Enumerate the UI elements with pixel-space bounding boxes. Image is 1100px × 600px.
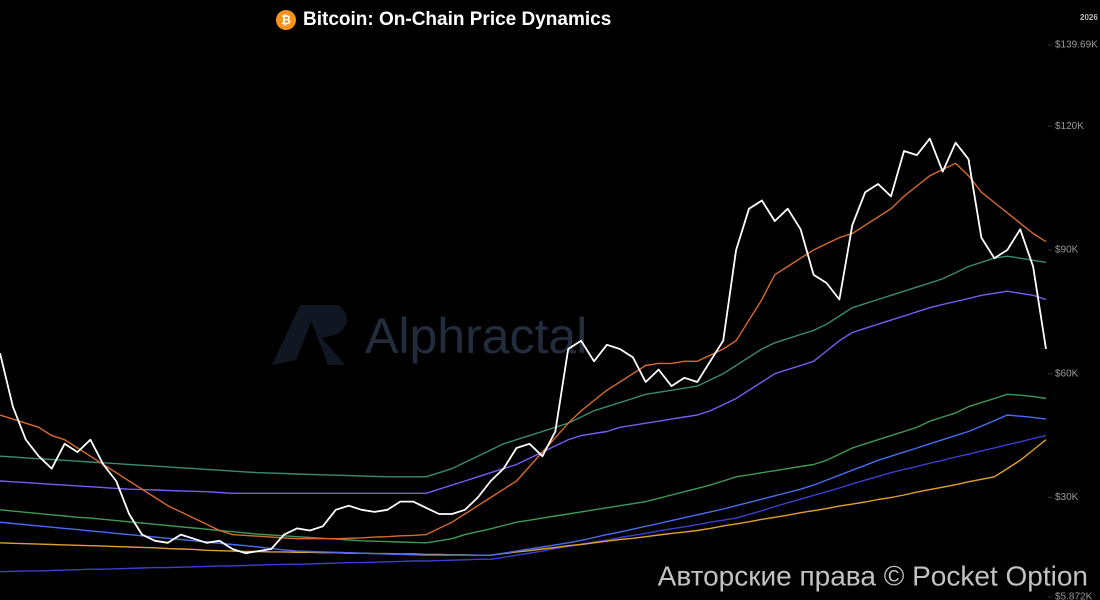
- series-line: [0, 137, 1047, 555]
- y-tick-label: $60K: [1055, 368, 1079, 379]
- y-tick-label: $5.872K: [1055, 592, 1093, 600]
- y-tick-label: $90K: [1055, 245, 1079, 256]
- series-line: [0, 162, 1047, 540]
- watermark: Alphractal: [365, 308, 587, 364]
- chart-title: Bitcoin: On-Chain Price Dynamics: [303, 9, 611, 30]
- series-line: [0, 255, 1047, 478]
- y-tick-label: $30K: [1055, 492, 1079, 503]
- bitcoin-icon-glyph: ₿: [281, 13, 291, 27]
- top-label: 2026: [1080, 13, 1098, 22]
- series-line: [0, 290, 1047, 494]
- y-tick-label: $139.69K: [1055, 40, 1098, 51]
- series-line: [0, 439, 1047, 556]
- watermark-logo: [272, 305, 347, 365]
- bitcoin-icon: [276, 10, 296, 30]
- copyright: Авторские права © Pocket Option: [658, 560, 1088, 591]
- series-line: [0, 393, 1047, 544]
- plot: [0, 137, 1047, 573]
- y-tick-label: $120K: [1055, 121, 1084, 132]
- series-line: [0, 434, 1047, 573]
